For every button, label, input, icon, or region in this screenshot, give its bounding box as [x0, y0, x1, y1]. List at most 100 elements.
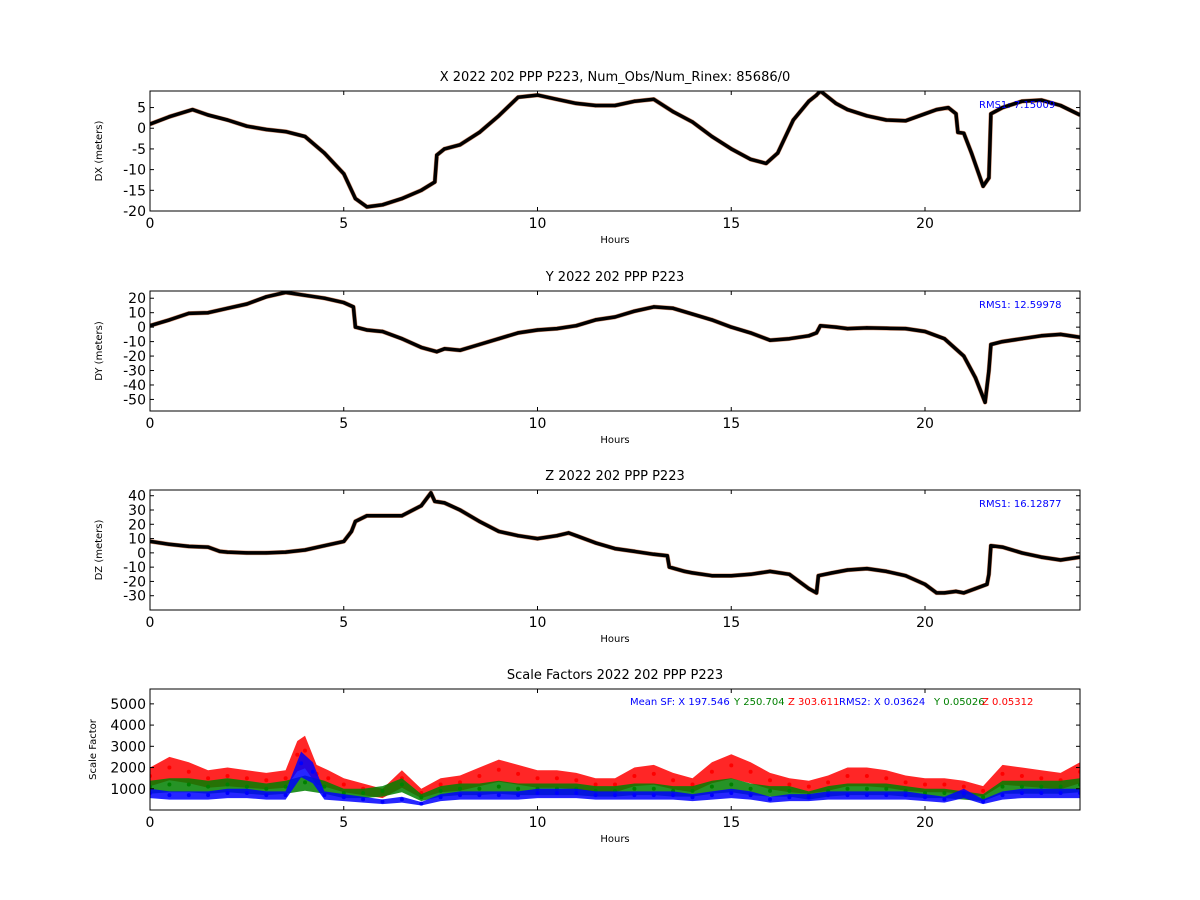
data-point: [865, 114, 869, 118]
data-point: [594, 318, 598, 322]
scale-factor-annotation: RMS2: X 0.03624: [839, 697, 925, 708]
data-point: [322, 544, 326, 548]
data-point: [973, 587, 978, 591]
data-point: [613, 547, 617, 551]
data-point: [884, 776, 889, 781]
data-point: [814, 331, 819, 335]
data-point: [1019, 791, 1024, 795]
x-tick-label: 15: [722, 615, 740, 631]
data-point: [516, 331, 520, 335]
data-point: [353, 325, 357, 329]
data-point: [729, 782, 734, 787]
data-point: [768, 788, 772, 793]
data-point: [554, 791, 559, 795]
data-point: [1019, 784, 1024, 789]
data-point: [264, 786, 269, 791]
y-tick-label: -50: [123, 392, 146, 408]
data-point: [244, 776, 249, 781]
data-point: [826, 780, 831, 785]
data-point: [864, 793, 869, 798]
data-point: [380, 514, 385, 518]
data-point: [574, 324, 578, 328]
rms-annotation: RMS1: 12.59978: [979, 300, 1062, 311]
data-point: [1000, 771, 1005, 776]
data-point: [632, 774, 637, 778]
x-tick-label: 15: [722, 216, 740, 232]
y-tick-label: 0: [137, 320, 146, 336]
data-point: [768, 797, 772, 802]
data-point: [555, 534, 559, 538]
data-point: [807, 587, 811, 591]
data-point: [613, 793, 617, 798]
data-point: [729, 763, 734, 768]
data-point: [497, 337, 501, 341]
data-point: [787, 795, 792, 800]
data-point: [303, 748, 307, 753]
data-point: [283, 776, 288, 781]
y-tick-label: -40: [123, 378, 146, 394]
data-point: [477, 519, 481, 524]
data-point: [834, 101, 838, 105]
data-point: [989, 112, 993, 116]
data-point: [806, 784, 811, 789]
y-tick-label: 4000: [110, 718, 146, 734]
data-point: [956, 130, 960, 134]
data-point: [322, 151, 326, 155]
data-point: [264, 778, 269, 783]
data-point: [710, 134, 714, 139]
data-point: [264, 127, 268, 132]
data-point: [814, 93, 819, 97]
x-tick-label: 10: [529, 216, 547, 232]
data-point: [206, 784, 211, 789]
data-point: [516, 771, 521, 776]
data-point: [264, 295, 268, 299]
data-point: [729, 791, 734, 795]
data-point: [690, 312, 695, 316]
data-point: [1000, 793, 1005, 798]
x-tick-label: 15: [722, 416, 740, 432]
data-point: [787, 337, 792, 341]
data-point: [690, 120, 695, 124]
data-point: [225, 774, 230, 778]
data-point: [954, 589, 958, 594]
data-layer: [150, 91, 1080, 210]
data-point: [834, 325, 838, 329]
data-clip-group: [150, 735, 1080, 806]
data-point: [904, 574, 908, 578]
x-tick-label: 0: [146, 815, 155, 831]
subplot-title: X 2022 202 PPP P223, Num_Obs/Num_Rinex: …: [440, 70, 791, 85]
data-point: [399, 797, 404, 802]
scale-factor-annotation: Y 0.05026: [933, 697, 985, 708]
data-point: [729, 325, 733, 329]
data-point: [884, 786, 889, 791]
data-point: [651, 786, 656, 791]
data-point: [632, 309, 637, 313]
data-point: [206, 776, 211, 781]
data-point: [613, 103, 617, 108]
data-point: [845, 568, 850, 572]
data-point: [791, 118, 795, 122]
data-point: [845, 327, 850, 331]
data-point: [380, 788, 385, 793]
data-point: [651, 771, 656, 776]
data-point: [438, 788, 443, 793]
y-tick-label: -5: [132, 142, 146, 158]
data-point: [749, 572, 753, 576]
data-point: [574, 778, 579, 783]
x-axis-label: Hours: [600, 235, 629, 246]
data-point: [1019, 774, 1024, 778]
data-point: [244, 784, 249, 789]
y-tick-label: 10: [128, 306, 146, 322]
data-point: [225, 782, 230, 787]
x-tick-label: 20: [916, 615, 934, 631]
data-point: [442, 501, 447, 505]
data-point: [477, 793, 482, 798]
data-point: [419, 795, 424, 800]
data-point: [458, 143, 462, 147]
data-point: [206, 545, 210, 549]
scale-factor-annotation: Z 303.611: [788, 697, 839, 708]
data-point: [477, 774, 482, 778]
data-point: [284, 130, 288, 134]
